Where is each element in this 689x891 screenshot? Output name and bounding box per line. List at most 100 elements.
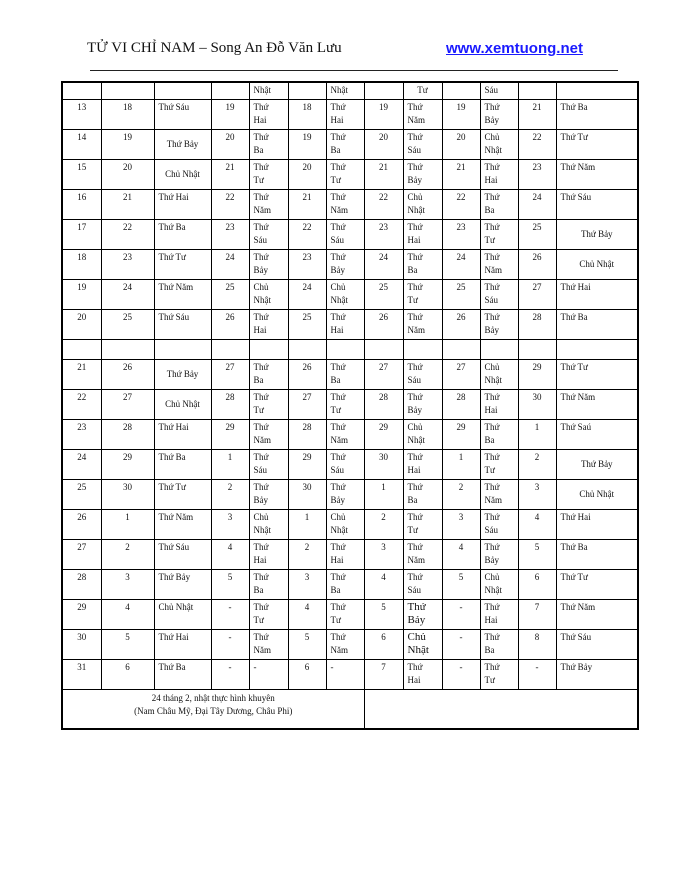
weekday-cell: Thứ Ba [479, 418, 519, 450]
weekday-cell: Thứ Năm [325, 188, 365, 220]
day-number-cell: 2 [210, 478, 250, 510]
weekday-cell: Thứ Ba [248, 128, 289, 160]
day-number-cell: 30 [61, 628, 102, 660]
weekday-cell: Chủ Nhật [555, 248, 639, 280]
day-number-cell: 5 [100, 628, 155, 660]
day-number-cell: 20 [210, 128, 250, 160]
day-number-cell: 17 [61, 218, 102, 250]
weekday-cell: Thứ Tư [325, 598, 365, 630]
weekday-cell: Thứ Bảy [325, 478, 365, 510]
day-number-cell: 2 [287, 538, 327, 570]
day-number-cell: 21 [210, 158, 250, 190]
day-number-cell: 6 [287, 658, 327, 690]
day-number-cell: 22 [100, 218, 155, 250]
day-number-cell: - [441, 658, 481, 690]
day-number-cell: 3 [210, 508, 250, 540]
day-number-cell: 25 [363, 278, 404, 310]
weekday-cell: Thứ Sáu [153, 308, 212, 340]
weekday-cell: Thứ Năm [402, 308, 443, 340]
table-row: 22 27 Chủ Nhật 28 Thứ Tư 27 Thứ Tư 28 Thứ Bảy 28 T… [61, 388, 639, 420]
day-number-cell: - [517, 658, 557, 690]
day-number-cell: 8 [517, 628, 557, 660]
weekday-cell: Chủ Nhật [479, 128, 519, 160]
day-number-cell: 19 [100, 128, 155, 160]
weekday-cell: Chủ Nhật [479, 568, 519, 600]
weekday-cell: Thứ Tư [248, 158, 289, 190]
day-number-cell: 6 [100, 658, 155, 690]
day-number-cell: 24 [363, 248, 404, 280]
day-number-cell: 3 [363, 538, 404, 570]
weekday-cell: Thứ Saú [555, 418, 639, 450]
weekday-cell: Thứ Hai [479, 158, 519, 190]
day-number-cell: 22 [517, 128, 557, 160]
weekday-cell: Thứ Bảy [555, 218, 639, 250]
day-number-cell: 18 [61, 248, 102, 280]
day-number-cell: 27 [61, 538, 102, 570]
day-number-cell: 25 [441, 278, 481, 310]
day-number-cell: 24 [61, 448, 102, 480]
day-number-cell [441, 81, 481, 100]
day-number-cell [210, 81, 250, 100]
day-number-cell: - [210, 598, 250, 630]
day-number-cell: 1 [363, 478, 404, 510]
empty-cell [441, 338, 481, 360]
weekday-cell: Thứ Tư [325, 388, 365, 420]
weekday-cell: Thứ Ba [153, 448, 212, 480]
table-row: 31 6 Thứ Ba - -6-7 Thứ Hai - Thứ Tư - Thứ Bảy [61, 658, 639, 690]
day-number-cell: 30 [363, 448, 404, 480]
day-number-cell: 28 [441, 388, 481, 420]
empty-cell [287, 338, 327, 360]
weekday-cell: Thứ Năm [248, 628, 289, 660]
weekday-cell: Thứ Ba [555, 308, 639, 340]
weekday-cell: Thứ Năm [325, 418, 365, 450]
table-row: 23 28 Thứ Hai 29 Thứ Năm 28 Thứ Năm 29 Chủ Nhật 2… [61, 418, 639, 450]
weekday-cell: Thứ Hai [402, 218, 443, 250]
weekday-cell: Thứ Năm [402, 538, 443, 570]
weekday-cell: Chủ Nhật [153, 388, 212, 420]
day-number-cell: 28 [517, 308, 557, 340]
day-number-cell: 19 [441, 98, 481, 130]
day-number-cell: 20 [441, 128, 481, 160]
weekday-cell: Thứ Sáu [402, 358, 443, 390]
day-number-cell: 1 [441, 448, 481, 480]
day-number-cell: 20 [61, 308, 102, 340]
weekday-cell: Thứ Sáu [479, 278, 519, 310]
day-number-cell: 25 [61, 478, 102, 510]
weekday-cell: Thứ Ba [248, 358, 289, 390]
eclipse-note: 24 tháng 2, nhật thực hình khuyên (Nam C… [61, 688, 365, 730]
website-link[interactable]: www.xemtuong.net [446, 40, 583, 57]
weekday-cell: Thứ Bảy [402, 158, 443, 190]
day-number-cell: 25 [517, 218, 557, 250]
day-number-cell [363, 81, 404, 100]
day-number-cell: 21 [100, 188, 155, 220]
weekday-cell: Thứ Tư [479, 658, 519, 690]
day-number-cell: 28 [287, 418, 327, 450]
empty-cell [517, 338, 557, 360]
day-number-cell: 3 [441, 508, 481, 540]
empty-cell [61, 338, 102, 360]
weekday-cell: - [325, 658, 365, 690]
table-row: Nhật Nhật Tư Sáu [61, 81, 639, 100]
day-number-cell: 21 [287, 188, 327, 220]
weekday-cell: Chủ Nhật [402, 418, 443, 450]
day-number-cell: 2 [100, 538, 155, 570]
table-row: 25 30 Thứ Tư 2 Thứ Bảy 30 Thứ Bảy 1 Thứ Ba 2 Thứ N… [61, 478, 639, 510]
table-row: 19 24 Thứ Năm 25 Chủ Nhật 24 Chủ Nhật 25 Thứ Tư 2… [61, 278, 639, 310]
day-number-cell: 5 [287, 628, 327, 660]
weekday-cell: Thứ Năm [479, 248, 519, 280]
day-number-cell: 18 [100, 98, 155, 130]
empty-cell [248, 338, 289, 360]
empty-cell [555, 338, 639, 360]
weekday-cell: Thứ Hai [479, 388, 519, 420]
weekday-cell [153, 81, 212, 100]
weekday-cell: Thứ Sáu [555, 188, 639, 220]
day-number-cell: 13 [61, 98, 102, 130]
table-row: 18 23 Thứ Tư 24 Thứ Bảy 23 Thứ Bảy 24 Thứ Ba 24 Th… [61, 248, 639, 280]
weekday-cell: Thứ Năm [555, 598, 639, 630]
weekday-cell: Thứ Năm [153, 508, 212, 540]
empty-cell [363, 338, 404, 360]
day-number-cell: 27 [517, 278, 557, 310]
weekday-cell: Tư [402, 81, 443, 100]
day-number-cell: 21 [441, 158, 481, 190]
header-divider [90, 70, 618, 71]
